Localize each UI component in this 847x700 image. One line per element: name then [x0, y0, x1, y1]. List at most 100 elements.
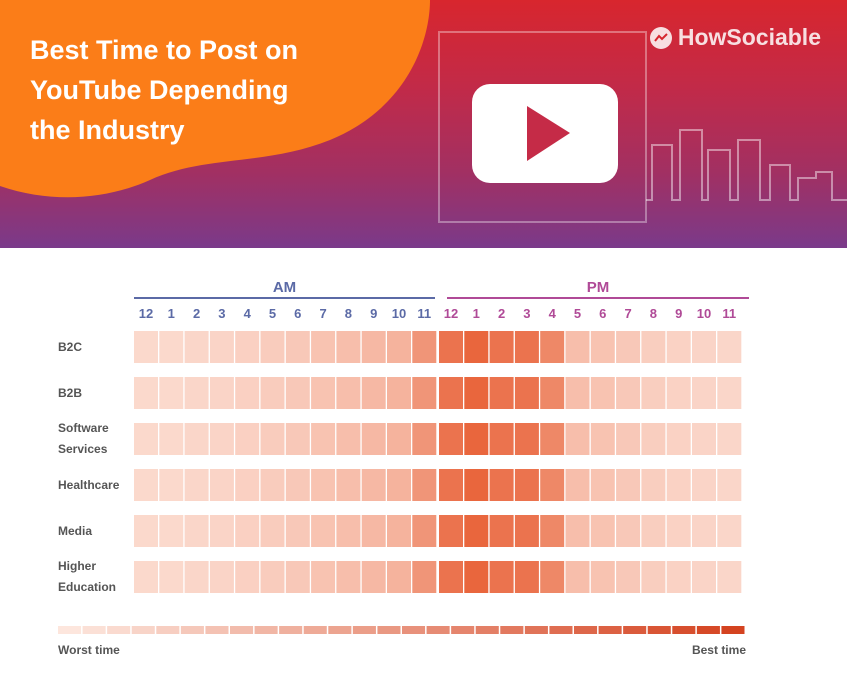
heatmap-cell [361, 561, 386, 593]
heatmap-cell [260, 423, 285, 455]
heatmap-cell [565, 331, 590, 363]
hour-tick-label: 5 [269, 306, 276, 321]
heatmap-cell [489, 469, 514, 501]
header-illustration [438, 31, 847, 223]
heatmap-cell [666, 469, 691, 501]
legend-swatch [254, 626, 278, 634]
legend-swatch [107, 626, 131, 634]
heatmap-cell [439, 377, 463, 409]
heatmap-cell [666, 423, 691, 455]
heatmap-cell [361, 377, 386, 409]
heatmap-cell [641, 469, 666, 501]
heatmap-cell [159, 423, 184, 455]
legend-swatch [58, 626, 82, 634]
heatmap-cell [209, 515, 234, 547]
heatmap-cell [514, 515, 539, 547]
category-label: Higher Education [58, 559, 116, 594]
legend-swatch [402, 626, 426, 634]
hour-tick-label: 7 [624, 306, 631, 321]
legend-swatch [475, 626, 499, 634]
hour-tick-label: 2 [193, 306, 200, 321]
hour-tick-label: 4 [549, 306, 557, 321]
heatmap-cell [209, 561, 234, 593]
legend-swatch [451, 626, 475, 634]
legend-swatch [721, 626, 745, 634]
heatmap-cell [412, 377, 437, 409]
heatmap-cell [439, 561, 463, 593]
heatmap-cell [590, 331, 615, 363]
heatmap-cell [285, 377, 310, 409]
heatmap-cell [184, 469, 209, 501]
heatmap-cell [361, 423, 386, 455]
heatmap-cell [464, 377, 489, 409]
heatmap-cell [717, 561, 742, 593]
heatmap-cell [489, 423, 514, 455]
heatmap-cell [616, 377, 641, 409]
heatmap-cell [666, 331, 691, 363]
heatmap-cell [692, 561, 716, 593]
heatmap-cell [285, 515, 310, 547]
heatmap-cell [540, 423, 565, 455]
heatmap-cell [285, 423, 310, 455]
heatmap-cell [134, 469, 158, 501]
hour-tick-label: 11 [417, 306, 431, 321]
heatmap-cell [514, 331, 539, 363]
legend-swatch [205, 626, 229, 634]
heatmap-cell [616, 423, 641, 455]
heatmap-cell [717, 515, 742, 547]
legend-swatch [279, 626, 303, 634]
heatmap-cell [159, 377, 184, 409]
heatmap-cell [235, 469, 260, 501]
hour-tick-label: 5 [574, 306, 581, 321]
legend-swatch [623, 626, 647, 634]
heatmap-cell [412, 515, 437, 547]
heatmap-cell [641, 515, 666, 547]
heatmap-cell [692, 423, 716, 455]
heatmap-cell [159, 331, 184, 363]
heatmap-cell [336, 469, 361, 501]
legend-high-label: Best time [692, 643, 746, 657]
heatmap-cell [184, 423, 209, 455]
heatmap-cell [565, 515, 590, 547]
legend-swatch [131, 626, 155, 634]
heatmap-cell [692, 331, 716, 363]
period-label-pm: PM [587, 279, 610, 296]
legend-swatch [377, 626, 401, 634]
hour-tick-label: 6 [599, 306, 606, 321]
hour-tick-label: 6 [294, 306, 301, 321]
heatmap-cell [235, 377, 260, 409]
legend-swatch [180, 626, 204, 634]
hour-tick-label: 3 [218, 306, 225, 321]
heatmap-cell [616, 515, 641, 547]
heatmap-cell [387, 515, 411, 547]
heatmap-cell [717, 469, 742, 501]
heatmap-cell [590, 561, 615, 593]
legend-swatch [696, 626, 720, 634]
heatmap-cell [464, 469, 489, 501]
heatmap-cell [641, 561, 666, 593]
heatmap-cell [666, 377, 691, 409]
heatmap-cell [641, 423, 666, 455]
heatmap-cell [540, 515, 565, 547]
legend-swatch [230, 626, 254, 634]
category-label: B2C [58, 340, 82, 354]
heatmap-cell [514, 561, 539, 593]
heatmap-cell [134, 561, 158, 593]
heatmap-cell [285, 561, 310, 593]
period-label-am: AM [273, 279, 296, 296]
heatmap-cell [641, 377, 666, 409]
heatmap-cell [717, 423, 742, 455]
heatmap-cell [439, 515, 463, 547]
heatmap-cell [439, 331, 463, 363]
heatmap-cell [540, 331, 565, 363]
heatmap-cell [717, 331, 742, 363]
legend-swatch [426, 626, 450, 634]
heatmap-cell [590, 469, 615, 501]
heatmap-cell [361, 331, 386, 363]
heatmap-cell [616, 331, 641, 363]
heatmap-cell [412, 561, 437, 593]
heatmap-cell [184, 561, 209, 593]
legend-swatch [647, 626, 671, 634]
heatmap-cell [616, 561, 641, 593]
